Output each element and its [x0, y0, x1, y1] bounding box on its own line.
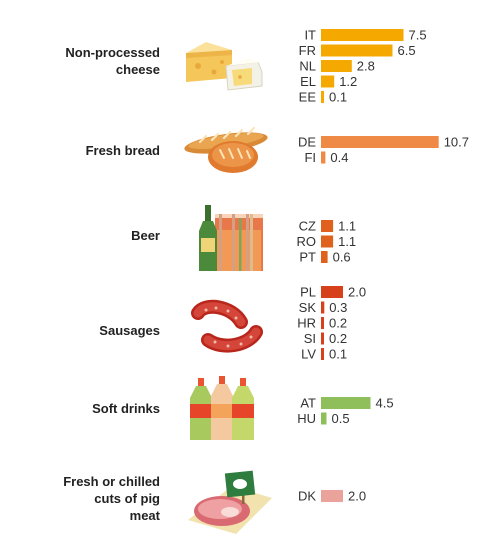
category-label-beer: Beer	[131, 228, 160, 243]
bar-value-label: 1.1	[338, 219, 356, 234]
bar-value-label: 0.1	[329, 347, 347, 362]
category-label-line: cuts of pig	[94, 491, 160, 506]
bar	[321, 286, 343, 298]
bar	[321, 412, 327, 425]
bar-value-label: 4.5	[376, 396, 394, 411]
sausage-icon	[191, 299, 263, 353]
country-label: PL	[300, 285, 316, 300]
bar	[321, 60, 352, 72]
beer-icon	[199, 205, 263, 271]
bar-value-label: 0.2	[329, 331, 347, 346]
bar	[321, 301, 325, 314]
bar	[321, 348, 324, 360]
bar-value-label: 7.5	[409, 28, 427, 43]
bar	[321, 220, 334, 232]
category-label-bread: Fresh bread	[86, 143, 160, 158]
category-label-line: Non-processed	[65, 45, 160, 60]
country-label: LV	[301, 347, 316, 362]
country-label: HR	[297, 316, 316, 331]
country-label: RO	[297, 234, 317, 249]
bar-value-label: 0.5	[332, 411, 350, 426]
pig-meat-icon	[188, 470, 272, 534]
country-label: SI	[304, 331, 316, 346]
bar-value-label: 10.7	[444, 135, 469, 150]
bar	[321, 235, 334, 248]
bar-value-label: 0.6	[333, 250, 351, 265]
country-label: PT	[299, 250, 316, 265]
country-label: NL	[299, 59, 316, 74]
bar-value-label: 6.5	[398, 43, 416, 58]
bar-value-label: 0.2	[329, 316, 347, 331]
bread-icon	[184, 126, 268, 173]
category-label-soft-drinks: Soft drinks	[92, 401, 160, 416]
bar	[321, 44, 393, 57]
bar-value-label: 2.8	[357, 59, 375, 74]
category-label-pig-meat: Fresh or chilled cuts of pig meat	[63, 474, 160, 523]
country-label: AT	[300, 396, 316, 411]
bar-value-label: 1.2	[339, 74, 357, 89]
country-label: FI	[304, 150, 316, 165]
category-label-line: Fresh or chilled	[63, 474, 160, 489]
bar-value-label: 2.0	[348, 489, 366, 504]
bar	[321, 151, 326, 164]
bar	[321, 397, 371, 409]
country-label: IT	[304, 28, 316, 43]
country-label: SK	[299, 300, 317, 315]
category-label-line: cheese	[116, 62, 160, 77]
category-label-sausages: Sausages	[99, 323, 160, 338]
country-label: CZ	[299, 219, 316, 234]
category-label-cheese: Non-processed cheese	[65, 45, 160, 77]
bar	[321, 251, 328, 263]
bar-value-label: 2.0	[348, 285, 366, 300]
bar	[321, 75, 335, 88]
country-label: EE	[299, 90, 317, 105]
bar-layer: IT 7.5 FR 6.5 NL 2.8 EL 1.2 EE 0.1 DE 10.7 FI 0.4 CZ 1.…	[297, 28, 470, 504]
country-label: DK	[298, 489, 316, 504]
bar	[321, 332, 324, 345]
country-label: FR	[299, 43, 316, 58]
bar	[321, 136, 439, 148]
bar-value-label: 0.3	[329, 300, 347, 315]
country-label: HU	[297, 411, 316, 426]
bar-value-label: 0.4	[330, 150, 348, 165]
country-label: DE	[298, 135, 316, 150]
bar	[321, 29, 404, 41]
cheese-icon	[186, 42, 263, 91]
country-label: EL	[300, 74, 316, 89]
category-label-line: meat	[130, 508, 161, 523]
bar	[321, 317, 324, 329]
soft-drinks-icon	[190, 376, 254, 440]
bar	[321, 91, 324, 103]
bar-value-label: 1.1	[338, 234, 356, 249]
bar-value-label: 0.1	[329, 90, 347, 105]
bar	[321, 490, 343, 502]
